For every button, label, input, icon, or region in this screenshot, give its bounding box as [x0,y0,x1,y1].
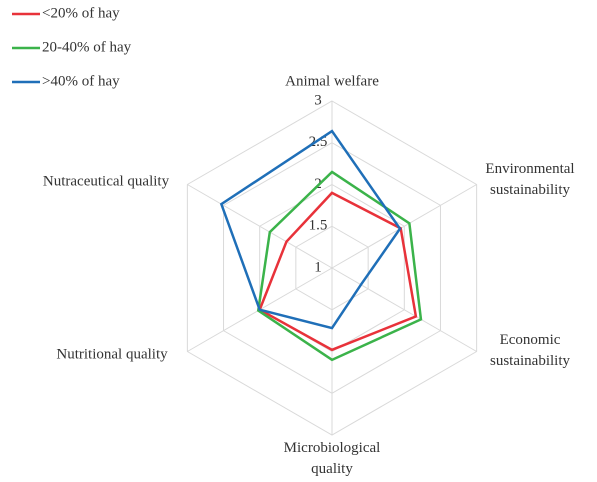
category-label: Nutritional quality [56,346,168,363]
legend-label: <20% of hay [42,5,120,21]
r-tick-label: 1 [314,259,322,275]
legend-label: 20-40% of hay [42,39,132,55]
axis-spoke [331,184,477,269]
category-label: Economic sustainability [490,332,570,369]
series-line [219,129,402,330]
legend-label: >40% of hay [42,73,120,89]
r-tick-label: 3 [314,92,322,108]
category-label: Environmental sustainability [485,161,575,198]
series-line [256,170,423,362]
category-label: Animal welfare [285,73,379,90]
category-label: Nutraceutical quality [42,173,170,190]
category-label: Microbiological quality [283,440,381,477]
r-tick-label: 1.5 [309,218,328,234]
axis-spoke [187,184,333,269]
axis-spoke [331,267,477,352]
